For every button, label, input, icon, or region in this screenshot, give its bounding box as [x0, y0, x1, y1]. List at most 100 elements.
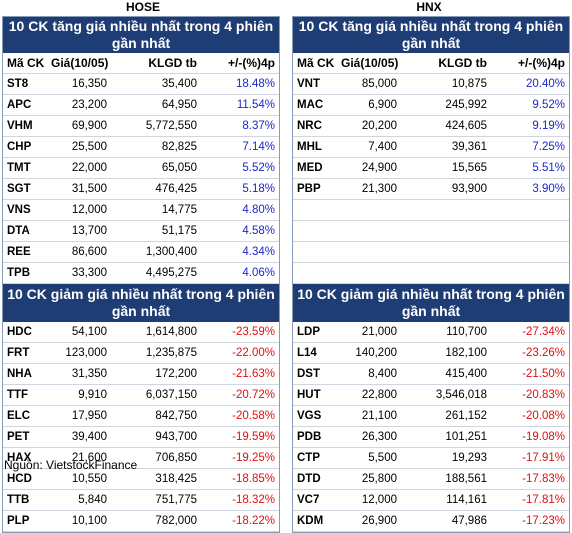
stock-code: HAX — [7, 452, 32, 464]
change-cell: 9.52% — [532, 99, 565, 111]
price-cell: 8,400 — [368, 368, 397, 380]
price-cell: 25,500 — [71, 141, 107, 153]
column-change: +/-(%)4p — [517, 56, 565, 70]
change-cell: 18.48% — [235, 78, 275, 90]
change-cell: -27.34% — [522, 326, 565, 338]
column-volume: KLGD tb — [148, 56, 197, 70]
price-cell: 24,900 — [361, 162, 397, 174]
price-cell: 13,700 — [71, 225, 107, 237]
change-cell: -17.83% — [522, 473, 565, 485]
table-row: MED 24,900 15,565 5.51% — [293, 158, 569, 179]
price-cell: 69,900 — [71, 120, 107, 132]
hnx-losers-header: 10 CK giảm giá nhiều nhất trong 4 phiên … — [293, 284, 569, 322]
volume-cell: 5,772,550 — [145, 120, 197, 132]
hose-losers-header: 10 CK giảm giá nhiều nhất trong 4 phiên … — [3, 284, 279, 322]
volume-cell: 93,900 — [451, 183, 487, 195]
stock-code: MED — [297, 162, 323, 174]
table-row: PET 39,400 943,700 -19.59% — [3, 427, 279, 448]
price-cell: 12,000 — [361, 494, 397, 506]
hose-losers-table: HDC 54,100 1,614,800 -23.59% FRT 123,000 1,235… — [3, 322, 279, 532]
price-cell: 85,000 — [361, 78, 397, 90]
stock-code: L14 — [297, 347, 317, 359]
volume-cell: 4,495,275 — [145, 267, 197, 279]
stock-code: TTF — [7, 389, 29, 401]
price-cell: 54,100 — [71, 326, 107, 338]
volume-cell: 182,100 — [445, 347, 487, 359]
table-row: PDB 26,300 101,251 -19.08% — [293, 427, 569, 448]
price-cell: 22,000 — [71, 162, 107, 174]
price-cell: 33,300 — [71, 267, 107, 279]
volume-cell: 782,000 — [155, 515, 197, 527]
price-cell: 86,600 — [71, 246, 107, 258]
table-row: VNT 85,000 10,875 20.40% — [293, 74, 569, 95]
stock-code: VGS — [297, 410, 322, 422]
volume-cell: 82,825 — [161, 141, 197, 153]
change-cell: -19.59% — [232, 431, 275, 443]
change-cell: 4.58% — [242, 225, 275, 237]
volume-cell: 64,950 — [161, 99, 197, 111]
price-cell: 39,400 — [71, 431, 107, 443]
change-cell: 7.14% — [242, 141, 275, 153]
change-cell: -18.85% — [232, 473, 275, 485]
hose-gainers-header: 10 CK tăng giá nhiều nhất trong 4 phiên … — [3, 17, 279, 53]
volume-cell: 261,152 — [445, 410, 487, 422]
price-cell: 31,350 — [71, 368, 107, 380]
empty-row — [293, 221, 569, 242]
stock-code: PBP — [297, 183, 321, 195]
change-cell: 3.90% — [532, 183, 565, 195]
hnx-losers-table: LDP 21,000 110,700 -27.34% L14 140,200 182,100… — [293, 322, 569, 532]
price-cell: 9,910 — [78, 389, 107, 401]
price-cell: 6,900 — [368, 99, 397, 111]
volume-cell: 706,850 — [155, 452, 197, 464]
change-cell: -21.63% — [232, 368, 275, 380]
stock-code: VNS — [7, 204, 31, 216]
stock-code: REE — [7, 246, 31, 258]
table-row: VC7 12,000 114,161 -17.81% — [293, 490, 569, 511]
table-row: FRT 123,000 1,235,875 -22.00% — [3, 343, 279, 364]
volume-cell: 943,700 — [155, 431, 197, 443]
change-cell: -21.50% — [522, 368, 565, 380]
stock-code: APC — [7, 99, 32, 111]
table-row: PLP 10,100 782,000 -18.22% — [3, 511, 279, 532]
table-row: SGT 31,500 476,425 5.18% — [3, 179, 279, 200]
price-cell: 21,100 — [361, 410, 397, 422]
volume-cell: 65,050 — [161, 162, 197, 174]
change-cell: 4.80% — [242, 204, 275, 216]
price-cell: 17,950 — [71, 410, 107, 422]
stock-code: HUT — [297, 389, 321, 401]
hnx-gainers-column-header: Mã CK Giá(10/05) KLGD tb +/-(%)4p — [293, 53, 569, 74]
change-cell: -17.81% — [522, 494, 565, 506]
volume-cell: 6,037,150 — [145, 389, 197, 401]
stock-code: TMT — [7, 162, 31, 174]
table-row: HDC 54,100 1,614,800 -23.59% — [3, 322, 279, 343]
hnx-panel: 10 CK tăng giá nhiều nhất trong 4 phiên … — [292, 16, 570, 533]
table-row: TTB 5,840 751,775 -18.32% — [3, 490, 279, 511]
column-price: Giá(10/05) — [341, 56, 399, 70]
change-cell: -22.00% — [232, 347, 275, 359]
volume-cell: 14,775 — [161, 204, 197, 216]
price-cell: 25,800 — [361, 473, 397, 485]
hnx-title: HNX — [416, 0, 442, 14]
stock-code: PLP — [7, 515, 30, 527]
table-row: HUT 22,800 3,546,018 -20.83% — [293, 385, 569, 406]
hose-gainers-column-header: Mã CK Giá(10/05) KLGD tb +/-(%)4p — [3, 53, 279, 74]
stock-code: TPB — [7, 267, 30, 279]
stock-code: MAC — [297, 99, 324, 111]
empty-row — [293, 263, 569, 284]
volume-cell: 3,546,018 — [435, 389, 487, 401]
price-cell: 7,400 — [368, 141, 397, 153]
table-row: L14 140,200 182,100 -23.26% — [293, 343, 569, 364]
volume-cell: 424,605 — [445, 120, 487, 132]
stock-code: DTA — [7, 225, 30, 237]
stock-code: KDM — [297, 515, 324, 527]
volume-cell: 19,293 — [451, 452, 487, 464]
change-cell: 11.54% — [236, 99, 275, 111]
empty-row — [293, 242, 569, 263]
volume-cell: 1,614,800 — [145, 326, 197, 338]
price-cell: 123,000 — [65, 347, 107, 359]
volume-cell: 172,200 — [155, 368, 197, 380]
volume-cell: 114,161 — [446, 494, 487, 506]
table-row: MHL 7,400 39,361 7.25% — [293, 137, 569, 158]
volume-cell: 1,300,400 — [145, 246, 197, 258]
stock-code: CTP — [297, 452, 320, 464]
